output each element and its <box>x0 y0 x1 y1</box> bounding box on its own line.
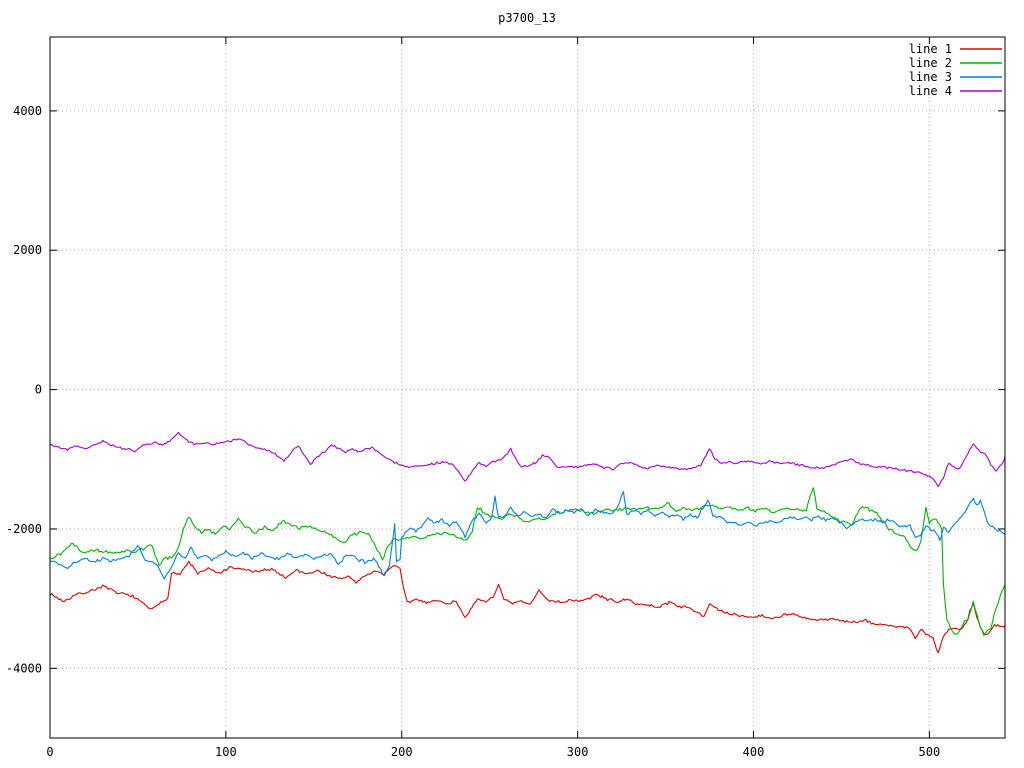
chart-title: p3700_13 <box>498 11 556 25</box>
grid-layer <box>50 37 1005 738</box>
legend-label: line 2 <box>909 56 952 70</box>
legend-label: line 1 <box>909 42 952 56</box>
x-tick-label: 100 <box>215 745 237 759</box>
x-tick-label: 300 <box>567 745 589 759</box>
x-tick-label: 0 <box>46 745 53 759</box>
axis-layer: 0 100 200 300 400 500 -4000 -2000 0 2000 4000 <box>6 36 1006 759</box>
y-tick-label: 4000 <box>13 104 42 118</box>
legend-label: line 3 <box>909 70 952 84</box>
x-tick-label: 500 <box>919 745 941 759</box>
y-tick-label: 0 <box>35 383 42 397</box>
series-line-3 <box>50 491 1005 580</box>
y-tick-label: -4000 <box>6 661 42 675</box>
series-line-2 <box>50 487 1005 637</box>
series-line-1 <box>50 560 1005 654</box>
x-tick-label: 400 <box>743 745 765 759</box>
series-layer <box>50 431 1005 654</box>
legend-label: line 4 <box>909 84 952 98</box>
plot-border <box>49 36 1006 739</box>
x-tick-label: 200 <box>391 745 413 759</box>
y-tick-label: -2000 <box>6 522 42 536</box>
series-line-4 <box>50 431 1005 488</box>
y-tick-label: 2000 <box>13 243 42 257</box>
